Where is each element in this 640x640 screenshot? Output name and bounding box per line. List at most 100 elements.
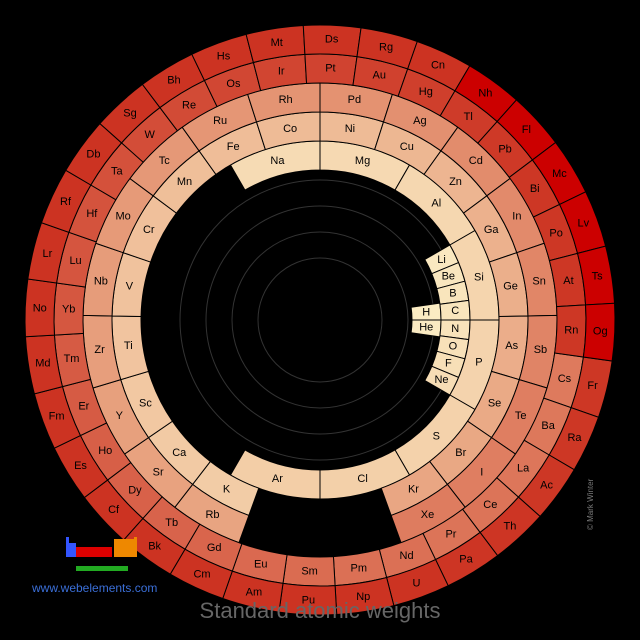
element-symbol: H	[422, 307, 430, 319]
element-symbol: O	[449, 340, 458, 352]
element-symbol: Br	[455, 447, 466, 459]
element-symbol: Rn	[564, 324, 578, 336]
element-symbol: Hs	[217, 51, 231, 63]
element-symbol: Og	[593, 326, 608, 338]
spiral-guide-arc	[231, 231, 409, 409]
website-link[interactable]: www.webelements.com	[32, 581, 158, 595]
element-symbol: Cs	[558, 373, 572, 385]
element-symbol: Cf	[108, 504, 120, 516]
element-cell-og	[582, 302, 616, 362]
element-symbol: P	[475, 357, 482, 369]
spiral-guide-arc	[205, 205, 435, 435]
element-symbol: As	[505, 340, 518, 352]
element-symbol: Bh	[167, 75, 180, 87]
element-symbol: Te	[515, 410, 527, 422]
element-symbol: Zr	[94, 344, 105, 356]
element-symbol: Li	[437, 254, 446, 266]
element-symbol: Al	[431, 198, 441, 210]
element-symbol: Eu	[254, 558, 267, 570]
element-symbol: N	[451, 323, 459, 335]
element-symbol: Cm	[193, 568, 210, 580]
element-symbol: Ba	[541, 420, 555, 432]
element-symbol: U	[413, 577, 421, 589]
element-symbol: Hg	[419, 86, 433, 98]
element-symbol: No	[33, 302, 47, 314]
element-symbol: Cu	[400, 141, 414, 153]
element-symbol: Xe	[421, 509, 434, 521]
element-symbol: Ir	[278, 66, 285, 78]
element-symbol: Pb	[498, 144, 511, 156]
element-symbol: Ts	[592, 271, 604, 283]
element-symbol: Tl	[464, 111, 473, 123]
element-symbol: Sg	[123, 108, 136, 120]
element-symbol: Mn	[177, 176, 192, 188]
element-symbol: Mg	[355, 155, 370, 167]
element-symbol: Pu	[302, 594, 315, 606]
element-symbol: Ta	[111, 166, 124, 178]
element-symbol: Lr	[43, 248, 53, 260]
element-symbol: Pr	[445, 529, 456, 541]
element-symbol: Am	[246, 587, 263, 599]
element-symbol: Ni	[345, 123, 355, 135]
element-symbol: K	[223, 483, 231, 495]
page-title: Standard atomic weights	[199, 598, 441, 623]
element-symbol: V	[126, 280, 134, 292]
element-symbol: Pa	[459, 553, 473, 565]
element-symbol: Rb	[205, 509, 219, 521]
element-symbol: Ar	[272, 473, 283, 485]
element-symbol: Ra	[567, 432, 582, 444]
element-symbol: Ga	[484, 224, 500, 236]
element-symbol: Ag	[413, 115, 426, 127]
element-symbol: Bk	[148, 541, 161, 553]
element-symbol: Pm	[351, 562, 368, 574]
element-symbol: Re	[182, 99, 196, 111]
element-symbol: Rh	[279, 94, 293, 106]
element-symbol: Cn	[431, 60, 445, 72]
element-symbol: Fe	[227, 141, 240, 153]
element-symbol: Tc	[159, 155, 171, 167]
element-symbol: Ac	[540, 479, 553, 491]
element-symbol: Lv	[578, 217, 590, 229]
spiral-guide-arc	[257, 257, 383, 383]
element-symbol: Co	[283, 123, 297, 135]
element-symbol: La	[517, 462, 530, 474]
element-symbol: Sb	[534, 344, 547, 356]
element-symbol: Cr	[143, 224, 155, 236]
element-symbol: Ru	[213, 115, 227, 127]
element-symbol: Kr	[408, 483, 419, 495]
webelements-logo	[66, 535, 138, 575]
element-symbol: Mt	[271, 37, 283, 49]
element-symbol: Nb	[94, 275, 108, 287]
element-symbol: Th	[504, 520, 517, 532]
element-symbol: Ho	[98, 445, 112, 457]
element-symbol: S	[433, 430, 440, 442]
element-symbol: Rg	[379, 41, 393, 53]
element-symbol: Er	[78, 401, 89, 413]
element-symbol: Mo	[115, 210, 130, 222]
element-symbol: Y	[116, 410, 124, 422]
element-symbol: Db	[86, 149, 100, 161]
element-symbol: Se	[488, 397, 501, 409]
element-symbol: B	[449, 288, 456, 300]
element-symbol: He	[419, 321, 433, 333]
element-symbol: Np	[356, 591, 370, 603]
element-symbol: Be	[442, 270, 455, 282]
element-symbol: Cl	[357, 473, 367, 485]
element-symbol: Md	[35, 357, 50, 369]
element-symbol: Nd	[400, 550, 414, 562]
element-symbol: Po	[549, 227, 562, 239]
element-symbol: F	[445, 358, 452, 370]
element-symbol: Hf	[86, 208, 98, 220]
element-symbol: I	[480, 467, 483, 479]
element-symbol: Sn	[532, 275, 545, 287]
element-symbol: Si	[474, 271, 484, 283]
element-symbol: Es	[74, 460, 87, 472]
element-symbol: Nh	[478, 87, 492, 99]
element-symbol: Lu	[69, 255, 81, 267]
element-symbol: Yb	[62, 304, 75, 316]
element-symbol: Mc	[552, 168, 567, 180]
credit-text: © Mark Winter	[586, 478, 595, 530]
element-symbol: Ca	[172, 447, 187, 459]
element-symbol: Pt	[325, 63, 335, 75]
